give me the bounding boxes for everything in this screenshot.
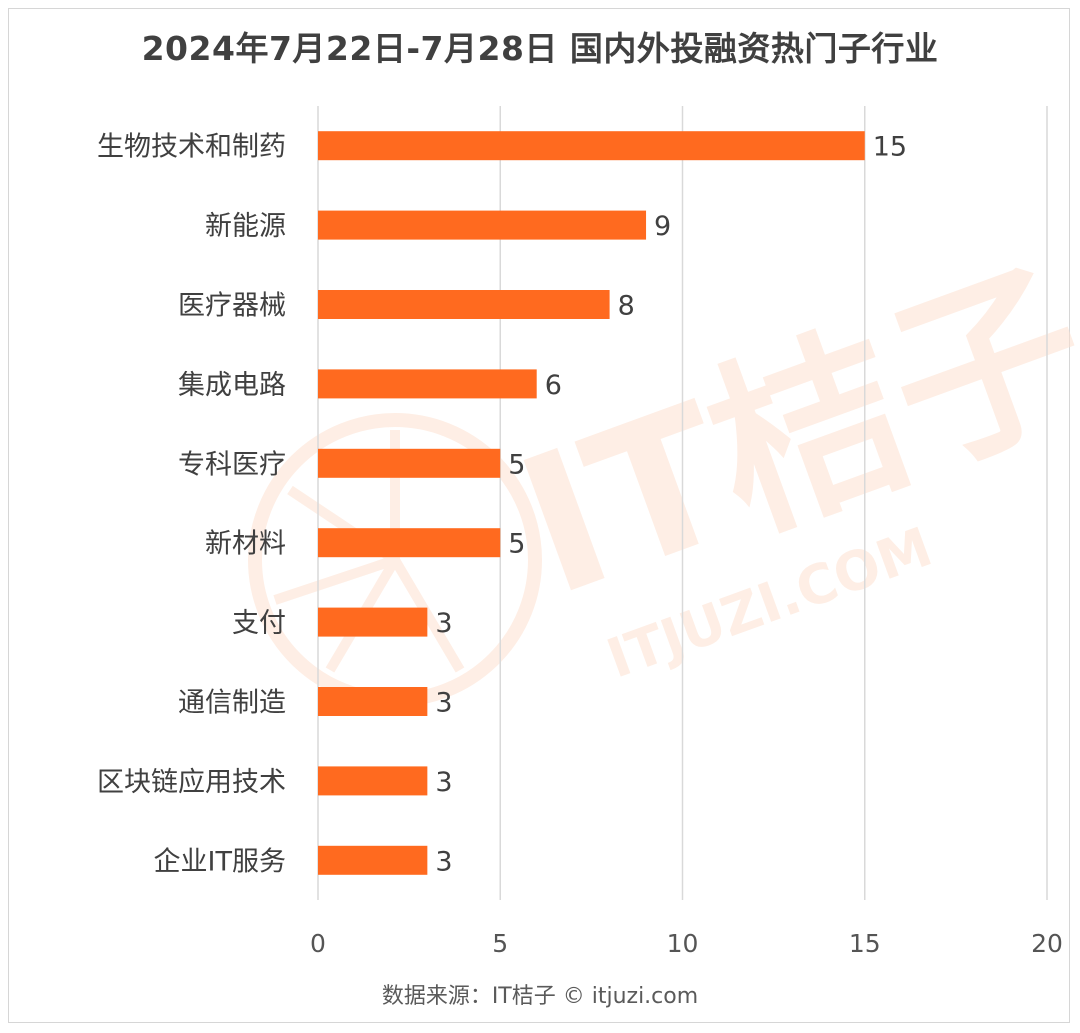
category-label: 新材料 bbox=[205, 529, 286, 560]
data-label: 3 bbox=[435, 608, 452, 639]
data-label: 3 bbox=[435, 846, 452, 877]
data-label: 3 bbox=[435, 688, 452, 719]
bar bbox=[318, 528, 501, 558]
category-label: 生物技术和制药 bbox=[97, 132, 286, 163]
category-label: 企业IT服务 bbox=[154, 846, 286, 877]
chart-title: 2024年7月22日-7月28日 国内外投融资热门子行业 bbox=[141, 29, 939, 68]
x-tick-label: 5 bbox=[492, 929, 508, 958]
data-label: 5 bbox=[508, 529, 525, 560]
data-label: 5 bbox=[508, 449, 525, 480]
x-tick-label: 20 bbox=[1031, 929, 1063, 958]
category-label: 集成电路 bbox=[178, 370, 286, 401]
category-label: 区块链应用技术 bbox=[97, 767, 286, 798]
data-source-note: 数据来源：IT桔子 © itjuzi.com bbox=[381, 984, 699, 1009]
data-label: 9 bbox=[654, 211, 671, 242]
category-label: 专科医疗 bbox=[178, 449, 286, 480]
data-label: 8 bbox=[618, 291, 635, 322]
x-tick-label: 10 bbox=[667, 929, 699, 958]
data-label: 3 bbox=[435, 767, 452, 798]
bar bbox=[318, 131, 865, 161]
bar bbox=[318, 607, 428, 637]
chart-frame bbox=[8, 8, 1070, 1023]
category-label: 新能源 bbox=[205, 211, 286, 242]
bar bbox=[318, 448, 501, 478]
bar bbox=[318, 766, 428, 796]
bar bbox=[318, 290, 610, 319]
bar bbox=[318, 687, 428, 716]
bar bbox=[318, 369, 537, 399]
category-label: 通信制造 bbox=[178, 688, 286, 719]
data-label: 6 bbox=[545, 370, 562, 401]
category-label: 支付 bbox=[232, 608, 286, 639]
bar bbox=[318, 845, 428, 875]
x-tick-label: 0 bbox=[310, 929, 326, 958]
bar bbox=[318, 210, 647, 240]
x-tick-label: 15 bbox=[849, 929, 881, 958]
category-label: 医疗器械 bbox=[178, 291, 286, 322]
data-label: 15 bbox=[873, 132, 907, 163]
